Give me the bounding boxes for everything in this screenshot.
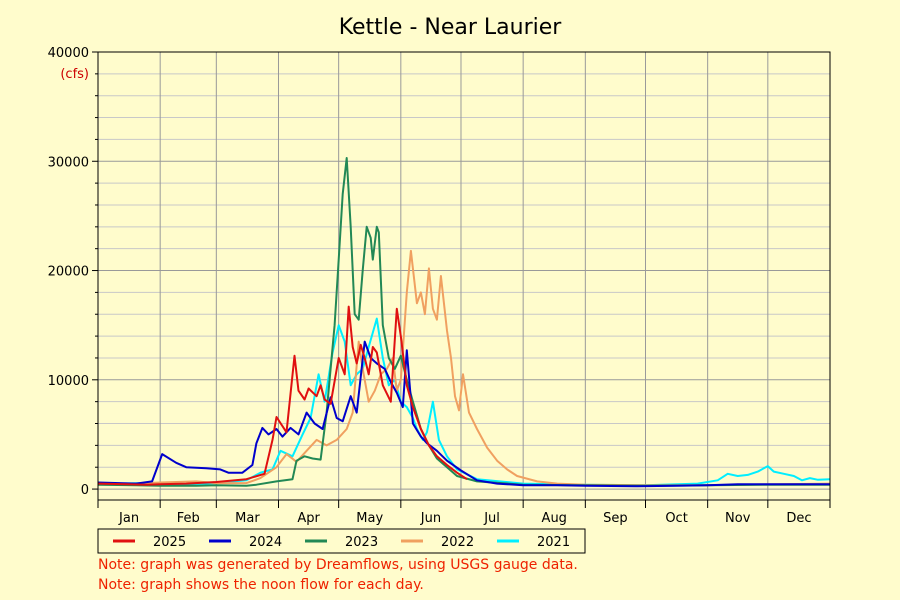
chart-title: Kettle - Near Laurier [339, 15, 563, 40]
legend-label-2023: 2023 [345, 535, 378, 550]
plot-frame [97, 51, 831, 501]
y-axis-label: (cfs) [60, 67, 89, 82]
series-line-2023 [97, 157, 830, 487]
x-tick-label: Jun [420, 511, 441, 526]
x-tick-label: Nov [725, 511, 751, 526]
y-tick-label: 20000 [48, 265, 89, 280]
series-line-2022 [98, 249, 831, 487]
note-source: Note: graph was generated by Dreamflows,… [98, 557, 578, 573]
legend-label-2021: 2021 [537, 535, 570, 550]
x-tick-label: Aug [542, 511, 567, 526]
legend: 2025 2024 2023 2022 2021 [97, 528, 586, 554]
x-tick-label: Apr [297, 511, 320, 526]
x-tick-label: Feb [177, 511, 200, 526]
x-tick-label: Mar [235, 511, 260, 526]
legend-label-2025: 2025 [153, 535, 186, 550]
y-tick-label: 0 [81, 483, 89, 498]
grid [98, 51, 830, 500]
series-lines [97, 157, 831, 488]
x-tick-label: Dec [786, 511, 811, 526]
legend-label-2024: 2024 [249, 535, 282, 550]
y-tick-label: 30000 [48, 155, 89, 170]
y-tick-label: 10000 [48, 374, 89, 389]
x-tick-label: May [356, 511, 383, 526]
series-line-2025 [97, 305, 468, 486]
x-tick-label: Jan [118, 511, 139, 526]
note-noon-flow: Note: graph shows the noon flow for each… [98, 577, 424, 593]
axes: 0 10000 20000 30000 40000 Jan Feb Mar Apr May Jun J… [48, 46, 831, 526]
legend-label-2022: 2022 [441, 535, 474, 550]
x-tick-label: Oct [665, 511, 687, 526]
x-tick-label: Jul [483, 511, 500, 526]
y-tick-label: 40000 [48, 46, 89, 61]
x-tick-label: Sep [603, 511, 628, 526]
series-line-2024 [97, 340, 830, 488]
